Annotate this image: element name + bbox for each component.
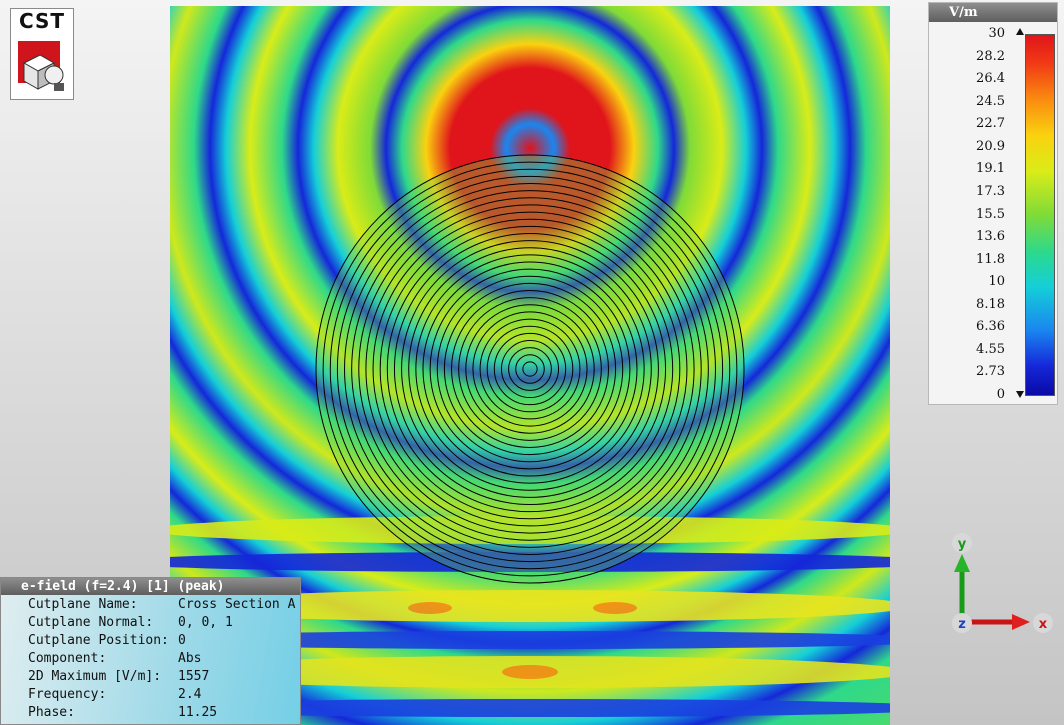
lens-ring (429, 268, 631, 470)
lens-ring (393, 232, 667, 506)
lens-ring (365, 204, 695, 534)
cst-logo: CST (10, 8, 74, 100)
info-value: 1557 (178, 669, 210, 684)
lens-ring (401, 240, 659, 498)
lens-ring (465, 304, 595, 434)
lens-ring (458, 297, 602, 441)
lens-ring (351, 190, 709, 548)
info-key: Cutplane Name: (28, 597, 138, 612)
lens-ring (358, 197, 702, 541)
legend-tick: 17.3 (976, 183, 1005, 199)
lens-ring (486, 325, 574, 413)
legend-tick: 13.6 (976, 229, 1005, 245)
legend-unit: V/m (929, 3, 1057, 22)
legend-tick: 11.8 (976, 251, 1005, 267)
legend-tick: 19.1 (976, 161, 1005, 177)
info-key: 2D Maximum [V/m]: (28, 669, 162, 684)
lens-ring (493, 332, 567, 406)
info-key: Cutplane Normal: (28, 615, 154, 630)
lens-ring (344, 183, 716, 555)
x-arrow-icon (1012, 614, 1030, 630)
logo-text: CST (18, 9, 66, 33)
lens-ring (422, 261, 638, 477)
y-arrow-icon (954, 554, 970, 572)
lens-ring (315, 154, 745, 584)
info-value: 2.4 (178, 687, 202, 702)
lens-rings (315, 154, 745, 584)
color-legend: V/m 30 28.2 26.4 24.5 22.7 20.9 19.1 17.3 15.5 13… (928, 2, 1058, 405)
lens-ring (515, 354, 545, 384)
info-panel: e-field (f=2.4) [1] (peak) Cutplane Name… (0, 577, 301, 725)
lens-ring (372, 211, 688, 527)
info-title: e-field (f=2.4) [1] (peak) (1, 578, 300, 595)
lens-ring (436, 275, 624, 463)
legend-min-arrow-icon (1016, 391, 1024, 398)
legend-tick: 15.5 (976, 206, 1005, 222)
legend-tick: 2.73 (976, 364, 1005, 380)
lens-ring (379, 218, 681, 520)
info-value: 11.25 (178, 705, 218, 720)
legend-tick: 28.2 (976, 48, 1005, 64)
z-axis-label: z (958, 617, 966, 632)
info-value: Cross Section A (178, 597, 296, 612)
logo-cube-icon (18, 41, 64, 91)
lens (315, 154, 745, 584)
lens-ring (472, 311, 588, 427)
lens-ring (500, 339, 560, 399)
legend-tick: 0 (996, 387, 1005, 402)
lens-ring (322, 161, 738, 577)
x-axis-label: x (1039, 617, 1048, 632)
legend-tick: 24.5 (976, 93, 1005, 109)
y-axis-label: y (958, 537, 967, 552)
legend-tick: 10 (988, 274, 1005, 290)
lens-ring (451, 290, 609, 448)
plane-wave-bands (170, 516, 890, 717)
info-key: Component: (28, 651, 107, 666)
info-value: 0 (178, 633, 186, 648)
axis-triad[interactable]: y z x (940, 528, 1060, 638)
legend-tick: 6.36 (976, 319, 1005, 335)
legend-color-bar (1025, 34, 1055, 396)
lens-ring (415, 254, 645, 484)
info-key: Cutplane Position: (28, 633, 169, 648)
lens-ring (522, 361, 538, 377)
info-key: Frequency: (28, 687, 107, 702)
info-value: 0, 0, 1 (178, 615, 233, 630)
lens-ring (443, 282, 617, 456)
lens-ring (508, 347, 552, 391)
legend-tick: 8.18 (976, 296, 1005, 312)
legend-tick: 22.7 (976, 116, 1005, 132)
info-value: Abs (178, 651, 202, 666)
info-key: Phase: (28, 705, 75, 720)
legend-tick: 26.4 (976, 71, 1005, 87)
lens-ring (329, 168, 731, 570)
lens-ring (408, 247, 652, 491)
legend-tick: 30 (988, 26, 1005, 41)
legend-tick: 20.9 (976, 138, 1005, 154)
legend-max-arrow-icon (1016, 28, 1024, 35)
lens-ring (386, 225, 674, 513)
lens-ring (336, 175, 724, 563)
lens-ring (479, 318, 581, 420)
legend-tick: 4.55 (976, 341, 1005, 357)
